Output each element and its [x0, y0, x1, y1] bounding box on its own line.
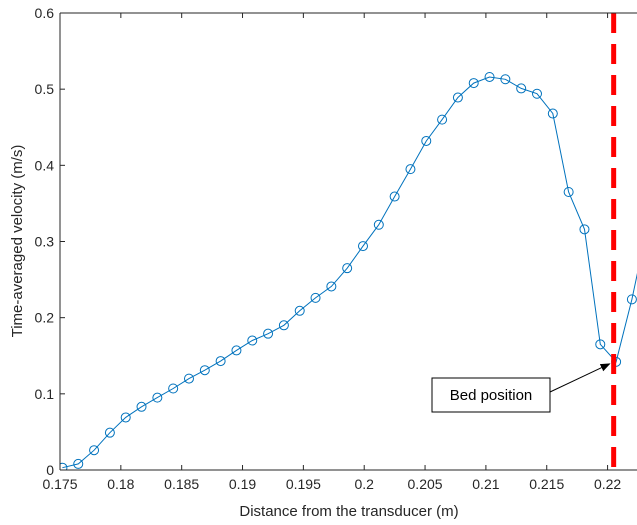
data-point [579, 224, 590, 235]
data-point [104, 427, 115, 438]
data-point [357, 241, 368, 252]
data-point [310, 292, 321, 303]
data-point [389, 191, 400, 202]
y-tick-label: 0.2 [35, 310, 55, 326]
data-point [626, 294, 637, 305]
axes: 0.175 0.18 0.185 0.19 0.195 0.2 0.205 0.21 0.215… [35, 5, 637, 492]
data-point [183, 373, 194, 384]
data-point [516, 83, 527, 94]
data-point [405, 164, 416, 175]
data-point [152, 392, 163, 403]
data-point [231, 345, 242, 356]
data-point [263, 328, 274, 339]
data-point [532, 88, 543, 99]
data-point [215, 356, 226, 367]
data-point [326, 281, 337, 292]
data-point [468, 78, 479, 89]
x-tick-label: 0.22 [594, 476, 621, 492]
y-tick-label: 0.5 [35, 81, 55, 97]
data-point [500, 74, 511, 85]
x-tick-label: 0.175 [42, 476, 77, 492]
data-point [421, 135, 432, 146]
data-point [595, 339, 606, 350]
x-axis-label: Distance from the transducer (m) [239, 503, 458, 520]
data-point [294, 305, 305, 316]
annotation-box [431, 377, 551, 413]
data-point [89, 445, 100, 456]
data-point [437, 114, 448, 125]
y-tick-label: 0.6 [35, 5, 55, 21]
y-tick-label: 0.3 [35, 234, 55, 250]
data-point [563, 186, 574, 197]
y-tick-label: 0.1 [35, 386, 55, 402]
data-point [199, 365, 210, 376]
data-point [278, 320, 289, 331]
y-tick-label: 0 [46, 462, 54, 478]
data-point [342, 263, 353, 274]
x-tick-label: 0.205 [408, 476, 443, 492]
data-point [120, 412, 131, 423]
data-point [484, 71, 495, 82]
annotation-arrow [549, 363, 611, 393]
annotation-text: Bed position [450, 387, 533, 404]
data-point [136, 401, 147, 412]
x-tick-label: 0.2 [354, 476, 374, 492]
x-tick-label: 0.195 [286, 476, 321, 492]
y-axis-label: Time-averaged velocity (m/s) [9, 145, 26, 338]
data-point [547, 108, 558, 119]
data-point [73, 458, 84, 469]
data-point [452, 92, 463, 103]
x-tick-label: 0.18 [107, 476, 134, 492]
x-tick-label: 0.21 [472, 476, 499, 492]
data-point [247, 335, 258, 346]
x-tick-label: 0.185 [164, 476, 199, 492]
data-point [373, 219, 384, 230]
x-tick-label: 0.19 [229, 476, 256, 492]
plot-area [60, 13, 637, 470]
y-tick-label: 0.4 [35, 157, 55, 173]
data-point [168, 383, 179, 394]
annotation-layer: Bed position [431, 363, 611, 413]
data-point [60, 462, 68, 470]
x-tick-label: 0.215 [529, 476, 564, 492]
